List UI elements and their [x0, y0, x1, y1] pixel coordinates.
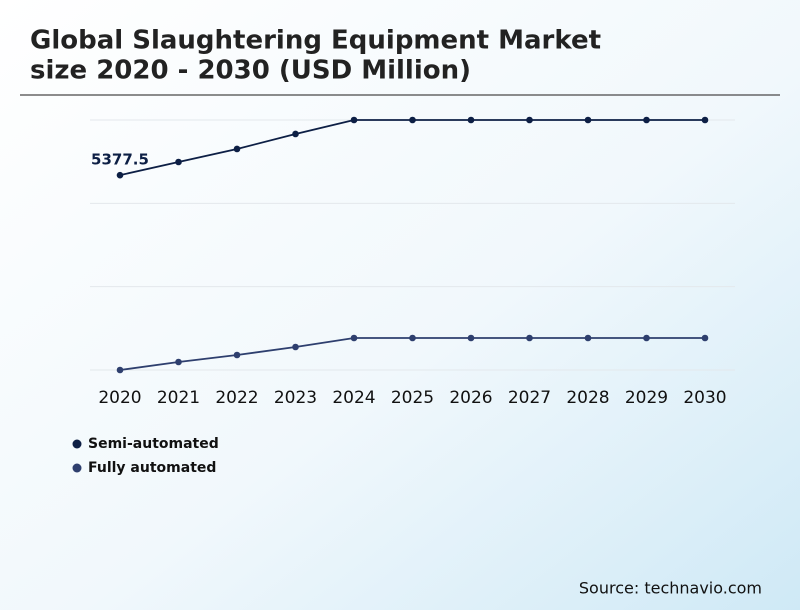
data-point [175, 358, 182, 366]
x-tick-label: 2023 [274, 388, 317, 408]
data-point [467, 334, 475, 342]
data-point [292, 343, 299, 351]
data-point [467, 116, 475, 124]
data-point [350, 116, 358, 124]
x-tick-label: 2021 [157, 388, 200, 408]
x-tick-label: 2020 [98, 388, 141, 408]
data-point [701, 116, 709, 124]
x-tick-label: 2024 [332, 388, 375, 408]
data-point [350, 334, 358, 342]
data-point [584, 116, 592, 124]
x-tick-label: 2022 [215, 388, 258, 408]
x-tick-label: 2026 [449, 388, 492, 408]
data-point [116, 171, 124, 179]
data-point [409, 334, 416, 342]
data-point [233, 145, 241, 153]
chart-subtitle: size 2020 - 2030 (USD Million) [30, 56, 471, 86]
legend-label: Fully automated [88, 460, 216, 476]
chart-title: Global Slaughtering Equipment Market [30, 26, 601, 56]
legend-marker [72, 463, 82, 473]
data-point [526, 116, 533, 124]
x-tick-label: 2030 [683, 388, 726, 408]
data-point [292, 130, 299, 138]
x-tick-label: 2027 [508, 388, 551, 408]
data-point [175, 158, 182, 166]
legend-marker [72, 439, 82, 449]
data-point [116, 366, 124, 374]
data-point [643, 334, 650, 342]
data-point [584, 334, 592, 342]
x-tick-label: 2028 [566, 388, 609, 408]
data-point [526, 334, 533, 342]
data-point [233, 351, 241, 359]
data-point [643, 116, 650, 124]
data-label: 5377.5 [91, 151, 149, 169]
source: Source: technavio.com [579, 579, 762, 598]
legend-label: Semi-automated [88, 436, 219, 452]
data-point [701, 334, 709, 342]
x-tick-label: 2025 [391, 388, 434, 408]
data-point [409, 116, 416, 124]
x-tick-label: 2029 [625, 388, 668, 408]
